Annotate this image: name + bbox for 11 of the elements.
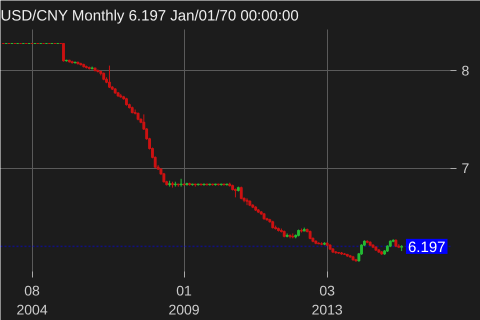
candlestick: [62, 43, 65, 62]
y-tick-label: 8: [462, 62, 470, 78]
x-tick-label: 03 2013: [312, 282, 343, 318]
chart-title: USD/CNY Monthly 6.197 Jan/01/70 00:00:00: [0, 8, 299, 24]
y-tick-label: 7: [462, 160, 470, 176]
candlestick: [240, 186, 243, 200]
x-tick-label: 01 2009: [168, 282, 200, 318]
candlestick: [162, 172, 166, 184]
candlestick: [108, 65, 111, 89]
x-tick-label: 08 2004: [16, 282, 48, 318]
ref-line-label: 6.197: [408, 238, 446, 256]
